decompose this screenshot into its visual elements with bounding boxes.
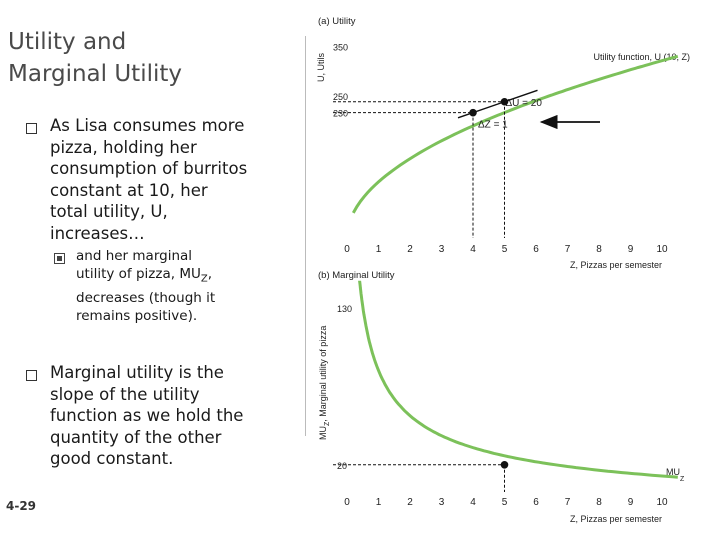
sub-bullet-marginal-utility: and her marginal utility of pizza, MUZ, … (76, 247, 301, 325)
marginal-utility-series-label: MUZ (666, 467, 685, 483)
marginal-utility-x-tick-label: 8 (596, 497, 602, 508)
bullet-line: Marginal utility is the (50, 363, 224, 382)
utility-x-tick-label: 6 (533, 244, 539, 255)
bullet-line: increases… (50, 223, 145, 243)
bullet-line: function as we hold the (50, 406, 244, 425)
marginal-utility-y-axis-label-main: MU (318, 426, 328, 440)
sub-bullet-line: utility of pizza, MUZ, (76, 265, 301, 289)
marginal-utility-x-tick-label: 1 (376, 497, 382, 508)
marginal-utility-y-tick-label: 20 (337, 461, 347, 471)
marginal-utility-y-tick-label: 130 (337, 304, 352, 314)
sub-bullet-box-icon (54, 253, 65, 264)
utility-x-tick-label: 9 (628, 244, 634, 255)
marginal-utility-x-tick-label: 6 (533, 497, 539, 508)
bullet-line: consumption of burritos (50, 159, 248, 178)
utility-x-ticks: 0 1 2 3 4 5 6 7 8 9 10 (344, 244, 668, 255)
utility-y-axis-label: U, Utils (316, 53, 326, 82)
marginal-utility-x-tick-label: 4 (470, 497, 476, 508)
divider (305, 36, 306, 436)
utility-x-tick-label: 0 (344, 244, 350, 255)
utility-y-tick-label: 230 (333, 109, 348, 119)
marginal-utility-chart-title: (b) Marginal Utility (318, 270, 395, 281)
utility-x-tick-label: 1 (376, 244, 382, 255)
slide-title-line-2: Marginal Utility (8, 61, 183, 87)
utility-chart: (a) Utility U, Utils Utility function, U… (316, 16, 690, 270)
utility-point-z4 (469, 108, 477, 117)
bullet-line: slope of the utility (50, 384, 200, 404)
sub-bullet-line: and her marginal (76, 248, 193, 264)
utility-x-tick-label: 8 (596, 244, 602, 255)
bullet-line: constant at 10, her (50, 180, 208, 200)
marginal-utility-x-tick-label: 5 (502, 497, 508, 508)
bullet-line: pizza, holding her (50, 137, 197, 157)
marginal-utility-y-ticks: 20 130 (337, 304, 352, 471)
utility-x-tick-label: 4 (470, 244, 476, 255)
marginal-utility-x-axis-label: Z, Pizzas per semester (570, 514, 662, 524)
bullet-line: As Lisa consumes more (50, 116, 245, 135)
marginal-utility-y-axis-label-rest: , Marginal utility of pizza (318, 326, 328, 422)
bullet-utility-increase: As Lisa consumes more pizza, holding her… (50, 115, 300, 244)
bullet-box-icon (26, 123, 37, 134)
sub-bullet-line: remains positive). (76, 307, 198, 324)
utility-y-tick-label: 350 (333, 42, 348, 52)
bullet-box-icon (26, 370, 37, 381)
utility-x-tick-label: 5 (502, 244, 508, 255)
bullet-line: quantity of the other (50, 427, 222, 447)
utility-x-tick-label: 7 (565, 244, 571, 255)
utility-function-label: Utility function, U (10, Z) (593, 52, 690, 62)
marginal-utility-y-axis-label-sub: Z (324, 421, 331, 426)
sub-bullet-comma: , (207, 266, 213, 282)
utility-x-tick-label: 10 (656, 244, 668, 255)
marginal-utility-x-tick-label: 10 (656, 497, 668, 508)
utility-y-tick-label: 250 (333, 92, 348, 102)
marginal-utility-x-ticks: 0 1 2 3 4 5 6 7 8 9 10 (344, 497, 668, 508)
marginal-utility-series-label-main: MU (666, 467, 680, 477)
delta-u-label: ΔU = 20 (506, 98, 543, 109)
marginal-utility-x-tick-label: 0 (344, 497, 350, 508)
utility-curve (351, 54, 679, 214)
utility-x-tick-label: 2 (407, 244, 413, 255)
marginal-utility-x-tick-label: 7 (565, 497, 571, 508)
marginal-utility-chart: (b) Marginal Utility MUZ, Marginal utili… (318, 270, 685, 524)
marginal-utility-y-axis-label: MUZ, Marginal utility of pizza (318, 326, 331, 440)
bullet-line: good constant. (50, 449, 174, 468)
marginal-utility-point-z5 (500, 461, 509, 469)
sub-bullet-text: utility of pizza, MU (76, 266, 201, 282)
utility-x-axis-label: Z, Pizzas per semester (570, 260, 662, 270)
marginal-utility-x-tick-label: 9 (628, 497, 634, 508)
marginal-utility-curve (358, 280, 678, 479)
slide-title: Utility and Marginal Utility (8, 26, 298, 90)
utility-y-ticks: 230 250 350 (333, 42, 348, 118)
utility-chart-title: (a) Utility (318, 16, 356, 27)
bullet-line: total utility, U, (50, 202, 168, 221)
marginal-utility-series-label-sub: Z (680, 476, 685, 483)
sub-bullet-subscript: Z (200, 273, 208, 285)
delta-z-label: ΔZ = 1 (478, 120, 508, 131)
sub-bullet-line: decreases (though it (76, 289, 216, 306)
bullet-marginal-utility-slope: Marginal utility is the slope of the uti… (50, 362, 300, 470)
marginal-utility-x-tick-label: 2 (407, 497, 413, 508)
utility-x-tick-label: 3 (439, 244, 445, 255)
slide-title-line-1: Utility and (8, 29, 127, 55)
marginal-utility-x-tick-label: 3 (439, 497, 445, 508)
slide-number: 4-29 (6, 499, 37, 513)
utility-point-z5 (500, 97, 509, 106)
